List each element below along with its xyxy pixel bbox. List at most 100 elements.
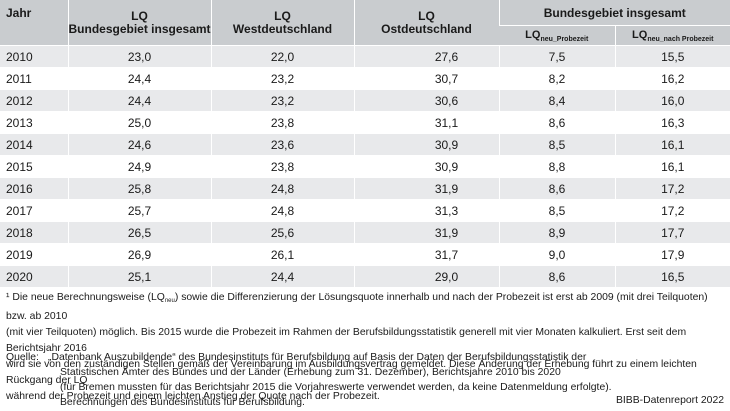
cell-lq-west: 24,8 [210, 199, 354, 222]
cell-year: 2019 [0, 243, 68, 266]
cell-year: 2013 [0, 111, 68, 134]
table-row: 2017 25,7 24,8 31,3 8,5 17,2 [0, 199, 730, 222]
header-group-bund: Bundesgebiet insgesamt [498, 0, 730, 26]
table-row: 2020 25,1 24,4 29,0 8,6 16,5 [0, 265, 730, 287]
header-lq-west-label: LQ [274, 8, 291, 23]
cell-lq-nach-probezeit: 16,2 [614, 67, 730, 90]
cell-lq-probezeit: 8,4 [498, 89, 615, 112]
table-row: 2011 24,4 23,2 30,7 8,2 16,2 [0, 67, 730, 90]
header-lq-ost: LQ Ostdeutschland [353, 0, 499, 46]
cell-lq-ost: 30,7 [353, 67, 499, 90]
cell-lq-west: 23,2 [210, 67, 354, 90]
cell-lq-nach-probezeit: 17,9 [614, 243, 730, 266]
table-row: 2016 25,8 24,8 31,9 8,6 17,2 [0, 177, 730, 200]
header-year: Jahr [0, 0, 68, 46]
footnote-line1-b: ) sowie die Differenzierung der Lösungsq… [6, 292, 708, 322]
cell-lq-probezeit: 8,2 [498, 67, 615, 90]
cell-lq-west: 24,8 [210, 177, 354, 200]
cell-lq-nach-probezeit: 16,1 [614, 155, 730, 178]
footnote-line2: (mit vier Teilquoten) möglich. Bis 2015 … [6, 327, 687, 354]
cell-lq-ost: 30,6 [353, 89, 499, 112]
header-lq-west: LQ Westdeutschland [210, 0, 354, 46]
cell-lq-bund: 25,8 [67, 177, 211, 200]
table-row: 2010 23,0 22,0 27,6 7,5 15,5 [0, 45, 730, 68]
cell-year: 2015 [0, 155, 68, 178]
footnote-line3: wird sie von den zuständigen Stellen gem… [6, 359, 697, 386]
header-lq-bund: LQ Bundesgebiet insgesamt [67, 0, 211, 46]
cell-lq-probezeit: 9,0 [498, 243, 615, 266]
lq-table: Jahr LQ Bundesgebiet insgesamt LQ Westde… [0, 0, 730, 287]
cell-lq-bund: 25,7 [67, 199, 211, 222]
cell-lq-ost: 29,0 [353, 265, 499, 287]
cell-lq-west: 25,6 [210, 221, 354, 244]
cell-lq-nach-probezeit: 16,5 [614, 265, 730, 287]
header-lq-ost-label: LQ [418, 8, 435, 23]
cell-lq-probezeit: 8,9 [498, 221, 615, 244]
source-label: Quelle: [6, 352, 39, 363]
cell-lq-probezeit: 8,6 [498, 111, 615, 134]
header-lq-probezeit-main: LQ [525, 28, 541, 41]
header-lq-nach-probezeit-main: LQ [632, 28, 648, 41]
cell-lq-bund: 25,0 [67, 111, 211, 134]
footnote: ¹ Die neue Berechnungsweise (LQneu) sowi… [6, 290, 726, 405]
cell-lq-bund: 24,4 [67, 67, 211, 90]
table-row: 2014 24,6 23,6 30,9 8,5 16,1 [0, 133, 730, 156]
cell-lq-ost: 31,3 [353, 199, 499, 222]
cell-lq-west: 23,8 [210, 155, 354, 178]
source-body: „Datenbank Auszubildende“ des Bundesinst… [48, 350, 612, 410]
cell-lq-nach-probezeit: 16,1 [614, 133, 730, 156]
cell-lq-ost: 31,9 [353, 221, 499, 244]
header-lq-probezeit-sub: neu_Probezeit [540, 35, 589, 43]
cell-year: 2020 [0, 265, 68, 287]
cell-lq-probezeit: 8,6 [498, 177, 615, 200]
cell-lq-nach-probezeit: 16,3 [614, 111, 730, 134]
footnote-line1-sub: neu [164, 298, 175, 304]
table-body: 2010 23,0 22,0 27,6 7,5 15,5 2011 24,4 23,2 30,7 8… [0, 45, 730, 287]
source-line1: „Datenbank Auszubildende“ des Bundesinst… [48, 352, 587, 363]
cell-lq-west: 23,2 [210, 89, 354, 112]
footnote-marker: ¹ [6, 292, 10, 303]
cell-lq-nach-probezeit: 17,7 [614, 221, 730, 244]
cell-lq-nach-probezeit: 16,0 [614, 89, 730, 112]
report-credit: BIBB-Datenreport 2022 [615, 395, 724, 406]
cell-year: 2016 [0, 177, 68, 200]
cell-lq-bund: 23,0 [67, 45, 211, 68]
cell-lq-west: 23,8 [210, 111, 354, 134]
cell-lq-west: 26,1 [210, 243, 354, 266]
cell-lq-probezeit: 7,5 [498, 45, 615, 68]
cell-lq-nach-probezeit: 17,2 [614, 199, 730, 222]
table-row: 2018 26,5 25,6 31,9 8,9 17,7 [0, 221, 730, 244]
cell-lq-west: 22,0 [210, 45, 354, 68]
cell-lq-ost: 27,6 [353, 45, 499, 68]
cell-lq-bund: 26,5 [67, 221, 211, 244]
cell-lq-ost: 30,9 [353, 155, 499, 178]
footnote-line1-a: Die neue Berechnungsweise (LQ [9, 292, 165, 303]
cell-lq-ost: 31,7 [353, 243, 499, 266]
cell-year: 2011 [0, 67, 68, 90]
cell-lq-bund: 24,9 [67, 155, 211, 178]
cell-lq-west: 23,6 [210, 133, 354, 156]
cell-lq-bund: 25,1 [67, 265, 211, 287]
cell-lq-ost: 31,9 [353, 177, 499, 200]
cell-lq-probezeit: 8,6 [498, 265, 615, 287]
cell-year: 2014 [0, 133, 68, 156]
table-row: 2012 24,4 23,2 30,6 8,4 16,0 [0, 89, 730, 112]
source-line4: Berechnungen des Bundesinstituts für Ber… [60, 397, 305, 408]
footnote-line4: während der Probezeit und einem leichten… [6, 391, 380, 402]
cell-lq-bund: 26,9 [67, 243, 211, 266]
table-header: Jahr LQ Bundesgebiet insgesamt LQ Westde… [0, 0, 730, 46]
cell-lq-probezeit: 8,5 [498, 133, 615, 156]
header-lq-ost-region: Ostdeutschland [381, 21, 472, 36]
cell-lq-nach-probezeit: 17,2 [614, 177, 730, 200]
cell-lq-ost: 30,9 [353, 133, 499, 156]
header-lq-probezeit: LQneu_Probezeit [499, 25, 615, 46]
cell-lq-probezeit: 8,5 [498, 199, 615, 222]
cell-lq-nach-probezeit: 15,5 [614, 45, 730, 68]
header-lq-bund-region: Bundesgebiet insgesamt [68, 21, 211, 36]
header-lq-bund-label: LQ [131, 8, 148, 23]
header-lq-nach-probezeit: LQneu_nach Probezeit [614, 25, 730, 46]
cell-year: 2010 [0, 45, 68, 68]
cell-year: 2018 [0, 221, 68, 244]
cell-year: 2012 [0, 89, 68, 112]
